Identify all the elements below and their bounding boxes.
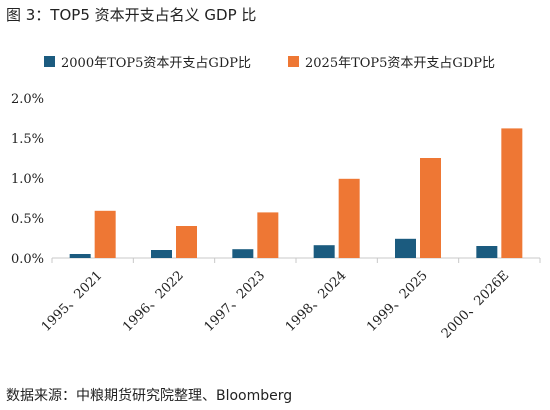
- bar-series-1: [395, 238, 416, 258]
- bar-series-2: [94, 210, 116, 258]
- x-tick-label: 1998、2024: [283, 268, 350, 335]
- legend-item-series-2: 2025年TOP5资本开支占GDP比: [288, 52, 495, 71]
- y-tick-label: 0.0%: [11, 252, 44, 267]
- source-note: 数据来源：中粮期货研究院整理、Bloomberg: [6, 388, 293, 404]
- x-tick-label: 1996、2022: [120, 268, 187, 335]
- y-tick-label: 1.0%: [11, 172, 44, 187]
- legend-label-series-2: 2025年TOP5资本开支占GDP比: [305, 56, 495, 71]
- bar-series-2: [501, 128, 523, 258]
- legend-label-series-1: 2000年TOP5资本开支占GDP比: [61, 56, 251, 71]
- bar-series-2: [338, 178, 360, 258]
- bar-series-2: [420, 158, 441, 258]
- bar-series-1: [476, 246, 498, 258]
- x-tick-label: 2000、2026E: [439, 268, 512, 341]
- legend-item-series-1: 2000年TOP5资本开支占GDP比: [44, 52, 251, 71]
- bar-series-1: [69, 254, 91, 258]
- x-tick-label: 1995、2021: [39, 268, 106, 335]
- y-tick-label: 0.5%: [11, 212, 44, 227]
- figure-title: 图 3：TOP5 资本开支占名义 GDP 比: [6, 6, 257, 24]
- y-tick-label: 2.0%: [11, 92, 44, 107]
- bar-series-2: [257, 212, 279, 258]
- x-tick-label: 1999、2025: [364, 268, 431, 335]
- y-tick-label: 1.5%: [11, 132, 44, 147]
- chart-legend: 2000年TOP5资本开支占GDP比 2025年TOP5资本开支占GDP比: [0, 52, 550, 74]
- legend-swatch-series-1: [44, 56, 55, 67]
- bar-series-2: [176, 226, 197, 258]
- legend-swatch-series-2: [288, 56, 299, 67]
- bar-series-1: [313, 245, 335, 258]
- x-tick-label: 1997、2023: [202, 268, 269, 335]
- bar-series-1: [151, 250, 172, 258]
- bar-series-1: [232, 249, 254, 258]
